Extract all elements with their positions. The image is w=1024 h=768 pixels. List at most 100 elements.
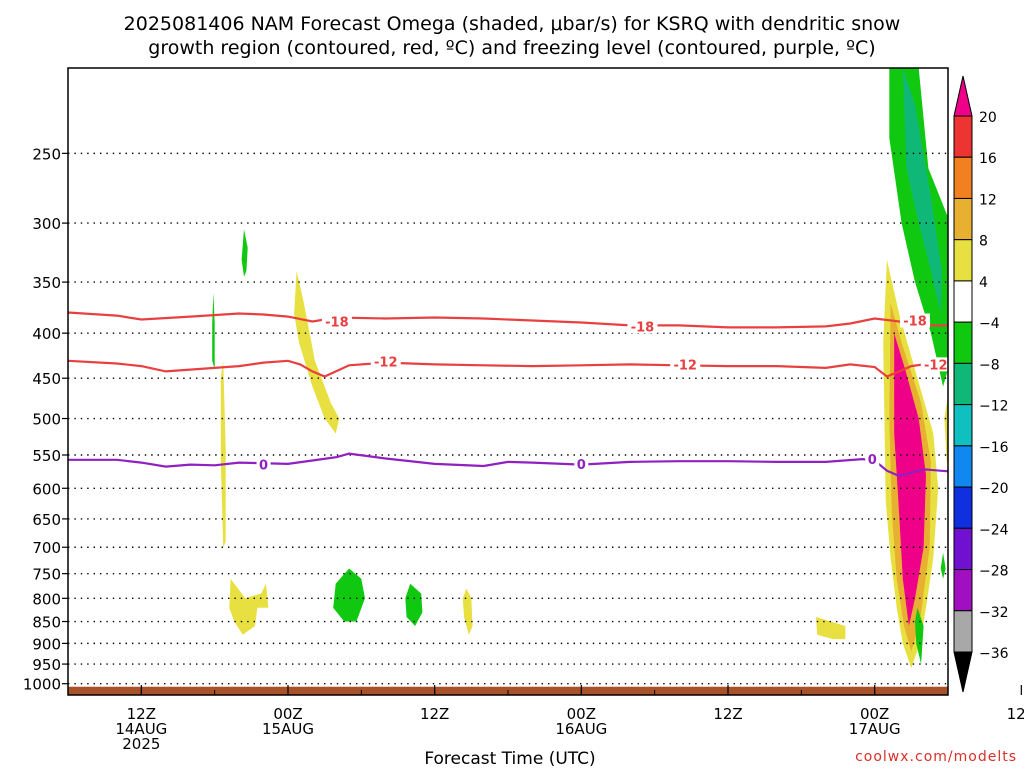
colorbar-label: −32	[979, 605, 1009, 621]
x-tick-label: 2025	[122, 735, 160, 753]
x-tick-label: 17AUG	[849, 720, 901, 738]
positive-omega-3	[294, 271, 340, 434]
y-tick-label: 800	[32, 590, 61, 608]
colorbar-swatch	[953, 486, 973, 529]
colorbar-swatch	[953, 280, 973, 323]
chart-title-line-1: 2025081406 NAM Forecast Omega (shaded, μ…	[124, 13, 901, 35]
contour-label: -18	[631, 320, 655, 335]
y-tick-label: 500	[32, 411, 61, 429]
contour-label-bg	[321, 314, 352, 329]
x-tick-label: 00Z	[860, 705, 889, 723]
colorbar-bottom-arrow	[953, 651, 973, 693]
contour-label: -18	[903, 315, 927, 330]
y-tick-label: 250	[32, 145, 61, 163]
contour-label-bg	[865, 452, 880, 467]
positive-omega-4	[462, 588, 473, 635]
colorbar-swatch	[953, 610, 973, 653]
colorbar-swatch	[953, 239, 973, 282]
colorbar-label: −4	[979, 316, 1000, 332]
positive-omega-2	[229, 578, 269, 635]
y-tick-label: 900	[32, 635, 61, 653]
contour-label: 0	[577, 458, 586, 473]
contour-label: 0	[868, 453, 877, 468]
contour-label-bg	[900, 313, 930, 328]
colorbar-label: −20	[979, 481, 1009, 497]
x-tick-label: 12Z	[127, 705, 156, 723]
colorbar-top-arrow	[953, 75, 973, 117]
contour--18	[68, 311, 948, 329]
colorbar-label: −12	[979, 399, 1009, 415]
y-tick-label: 300	[32, 215, 61, 233]
x-axis-title: Forecast Time (UTC)	[424, 749, 595, 768]
colorbar-swatch	[953, 362, 973, 406]
negative-omega-6	[902, 68, 942, 314]
positive-omega-8	[894, 333, 926, 626]
colorbar-swatch	[953, 527, 973, 571]
contour-label-bg	[574, 456, 589, 471]
negative-omega-2	[241, 229, 248, 277]
x-tick-label: 15AUG	[262, 720, 314, 738]
contour-label-bg	[920, 357, 948, 372]
colorbar-swatch	[953, 197, 973, 241]
y-tick-label: 650	[32, 511, 61, 529]
negative-omega-7	[940, 552, 946, 579]
negative-omega-3	[333, 568, 365, 622]
credit-text: coolwx.com/modelts	[855, 749, 1017, 765]
y-tick-label: 950	[32, 656, 61, 674]
contour-label-bg	[370, 354, 401, 369]
contour--12	[68, 359, 948, 378]
positive-omega-9	[944, 394, 948, 464]
x-tick-label: 16AUG	[555, 720, 607, 738]
contour-label-bg	[256, 457, 271, 472]
colorbar-label: 8	[979, 234, 988, 250]
contour-label: 0	[259, 459, 268, 474]
colorbar-swatch	[953, 115, 973, 158]
y-tick-label: 550	[32, 447, 61, 465]
colorbar-label: 20	[979, 110, 997, 126]
contour-label-bg	[670, 357, 701, 372]
axes: 2503003504004505005506006507007508008509…	[23, 67, 1024, 753]
y-tick-label: 600	[32, 480, 61, 498]
y-tick-label: 450	[32, 370, 61, 388]
colorbar-swatch	[953, 156, 973, 199]
colorbar-label: 12	[979, 192, 997, 208]
positive-omega-5	[816, 617, 846, 640]
y-tick-label: 1000	[23, 676, 61, 694]
colorbar-swatch	[953, 445, 973, 488]
y-tick-label: 400	[32, 325, 61, 343]
colorbar-label: −24	[979, 522, 1009, 538]
contour-label: -18	[325, 316, 349, 331]
colorbar-label: 4	[979, 275, 988, 291]
x-tick-label: 12Z	[420, 705, 449, 723]
x-tick-label: 00Z	[567, 705, 596, 723]
contour-0	[68, 452, 948, 478]
colorbar-swatch	[953, 404, 973, 447]
negative-omega-8	[915, 607, 924, 665]
positive-omega-1	[220, 360, 226, 548]
colorbar-swatch	[953, 569, 973, 612]
colorbar-label: 16	[979, 151, 997, 167]
chart-title-line-2: growth region (contoured, red, ºC) and f…	[148, 37, 875, 59]
contour-label: -12	[673, 358, 697, 373]
negative-omega-5	[889, 68, 948, 387]
colorbar-label: −28	[979, 564, 1009, 580]
plot-frame	[67, 67, 949, 696]
plot-area: -18 -18 -18 -12 -12 -12 0 0 0	[68, 68, 948, 695]
negative-omega-4	[405, 583, 423, 626]
colorbar-label: −16	[979, 440, 1009, 456]
y-tick-label: 850	[32, 614, 61, 632]
x-tick-label: 00Z	[273, 705, 302, 723]
colorbar-label: −8	[979, 357, 1000, 373]
x-tick-label: 12Z	[1007, 705, 1024, 723]
negative-omega-1	[212, 292, 215, 370]
contour-label: -12	[924, 358, 948, 373]
y-tick-label: 350	[32, 274, 61, 292]
y-tick-label: 700	[32, 539, 61, 557]
colorbar-label: −36	[979, 646, 1009, 662]
contour-label-bg	[627, 319, 658, 334]
colorbar-swatch	[953, 321, 973, 364]
contour-label: -12	[374, 356, 398, 371]
colorbar: 20 16 12 8 4 −4 −8 −12 −16 −20 −24 −28 −32 −36	[953, 75, 1009, 693]
x-tick-label: 14AUG	[115, 720, 167, 738]
